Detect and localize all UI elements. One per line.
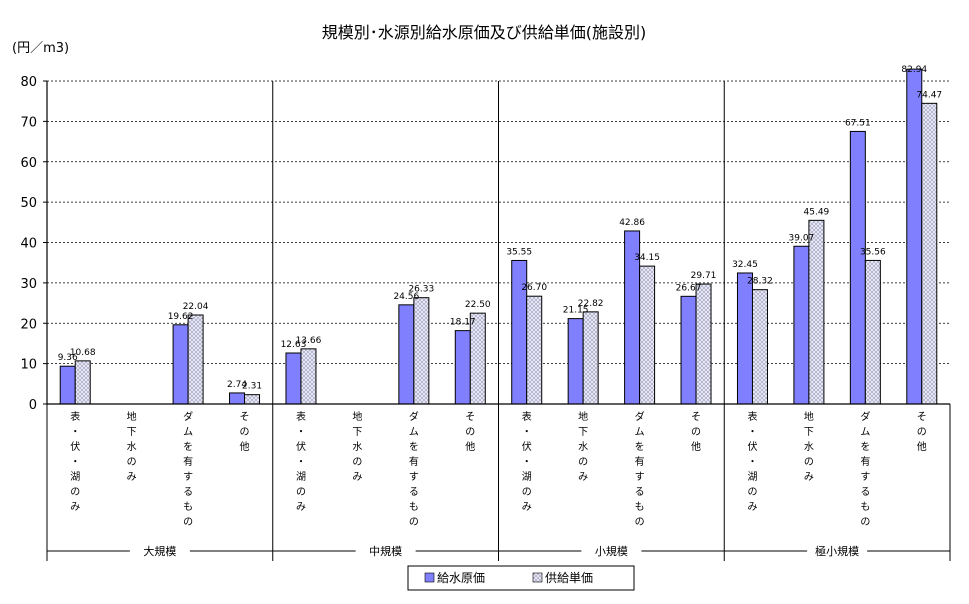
bar-cost [229, 392, 246, 405]
bar-cost [398, 304, 415, 405]
category-label: ダムを有するもの [409, 410, 419, 528]
category-label: その他 [691, 411, 701, 453]
legend-swatch-cost [424, 572, 435, 583]
bar-supply [526, 295, 543, 405]
legend-label-cost: 給水原価 [437, 571, 485, 585]
data-label: 34.15 [634, 253, 660, 263]
category-label: ダムを有するもの [860, 410, 870, 528]
bar-cost [849, 130, 866, 405]
data-label: 29.71 [691, 271, 717, 281]
category-label: 表・伏・湖のみ [747, 410, 757, 513]
y-tick-label: 40 [20, 237, 37, 252]
bar-cost [906, 68, 923, 405]
category-label: ダムを有するもの [183, 410, 193, 528]
data-label: 42.86 [619, 218, 645, 228]
legend-swatch-supply [532, 572, 543, 583]
bar-cost [567, 318, 584, 405]
bar-cost [511, 259, 528, 405]
bar-supply [582, 311, 599, 405]
data-label: 26.67 [676, 283, 702, 293]
group-label: 中規模 [369, 544, 402, 558]
y-tick-label: 50 [20, 196, 37, 211]
bar-supply [639, 265, 656, 405]
group-label: 極小規模 [815, 544, 859, 558]
data-label: 28.32 [747, 277, 773, 287]
data-label: 24.56 [393, 292, 419, 302]
category-label: 表・伏・湖のみ [296, 410, 306, 513]
legend-box [407, 565, 635, 591]
bar-supply [300, 348, 317, 405]
y-tick-label: 80 [20, 75, 37, 90]
category-label: その他 [917, 411, 927, 453]
group-labels: 大規模 中規模 小規模 極小規模 [47, 544, 950, 558]
bar-supply [864, 259, 881, 405]
y-axis-unit-label: (円／m3) [12, 41, 69, 56]
data-label: 22.82 [578, 299, 604, 309]
bar-supply [921, 102, 938, 405]
category-label: 表・伏・湖のみ [70, 410, 80, 513]
bar-supply [187, 314, 204, 405]
data-label: 2.74 [227, 380, 247, 390]
y-tick-label: 60 [20, 156, 37, 171]
data-label: 13.66 [296, 336, 322, 346]
data-label: 10.68 [70, 348, 96, 358]
category-label: その他 [240, 411, 250, 453]
data-label: 26.70 [521, 283, 547, 293]
category-label: 地下水のみ [127, 410, 137, 483]
data-label: 2.31 [242, 382, 262, 392]
category-labels: 表・伏・湖のみ 地下水のみ ダムを有するもの その他 表・伏・湖のみ 地下水のみ ダムを有す… [70, 410, 927, 528]
y-tick-label: 10 [20, 358, 37, 373]
data-label: 82.94 [901, 65, 927, 75]
data-label: 22.50 [465, 300, 491, 310]
bar-supply [74, 360, 91, 405]
data-label: 35.56 [860, 247, 886, 257]
legend: 給水原価 供給単価 [407, 565, 635, 591]
bars [59, 68, 938, 405]
data-label: 39.07 [789, 233, 815, 243]
data-label: 35.55 [506, 247, 532, 257]
group-label: 小規模 [595, 544, 628, 558]
category-label: 地下水のみ [804, 410, 814, 483]
data-label: 32.45 [732, 260, 758, 270]
chart-title: 規模別･水源別給水原価及び供給単価(施設別) [322, 23, 647, 42]
y-tick-label: 20 [20, 317, 37, 332]
y-tick-label: 0 [29, 398, 37, 413]
bar-supply [695, 283, 712, 405]
data-label: 45.49 [804, 207, 830, 217]
bar-cost [285, 352, 302, 405]
bar-supply [413, 297, 430, 405]
legend-label-supply: 供給単価 [545, 571, 593, 585]
data-label: 19.62 [168, 312, 194, 322]
bar-supply [808, 219, 825, 405]
bar-cost [172, 324, 189, 405]
category-label: 地下水のみ [578, 410, 588, 483]
category-label: その他 [465, 411, 475, 453]
category-label: ダムを有するもの [635, 410, 645, 528]
bar-supply [751, 289, 768, 405]
category-label: 表・伏・湖のみ [522, 410, 532, 513]
data-label: 12.63 [281, 340, 307, 350]
bar-supply [244, 394, 261, 405]
bar-cost [793, 245, 810, 405]
bar-cost [59, 365, 76, 405]
data-label: 21.15 [563, 306, 589, 316]
y-tick-label: 30 [20, 277, 37, 292]
category-label: 地下水のみ [352, 410, 362, 483]
y-tick-label: 70 [20, 115, 37, 130]
data-label: 67.51 [845, 118, 871, 128]
bar-cost [454, 330, 471, 405]
bar-cost [736, 272, 753, 405]
group-label: 大規模 [143, 544, 176, 558]
data-label: 74.47 [916, 90, 942, 100]
y-axis-ticks: 0 10 20 30 40 50 60 70 80 [20, 75, 47, 413]
data-label: 26.33 [408, 285, 434, 295]
bar-cost [680, 295, 697, 405]
data-label: 22.04 [183, 302, 209, 312]
data-label: 9.36 [58, 353, 78, 363]
data-label: 18.17 [450, 318, 476, 328]
